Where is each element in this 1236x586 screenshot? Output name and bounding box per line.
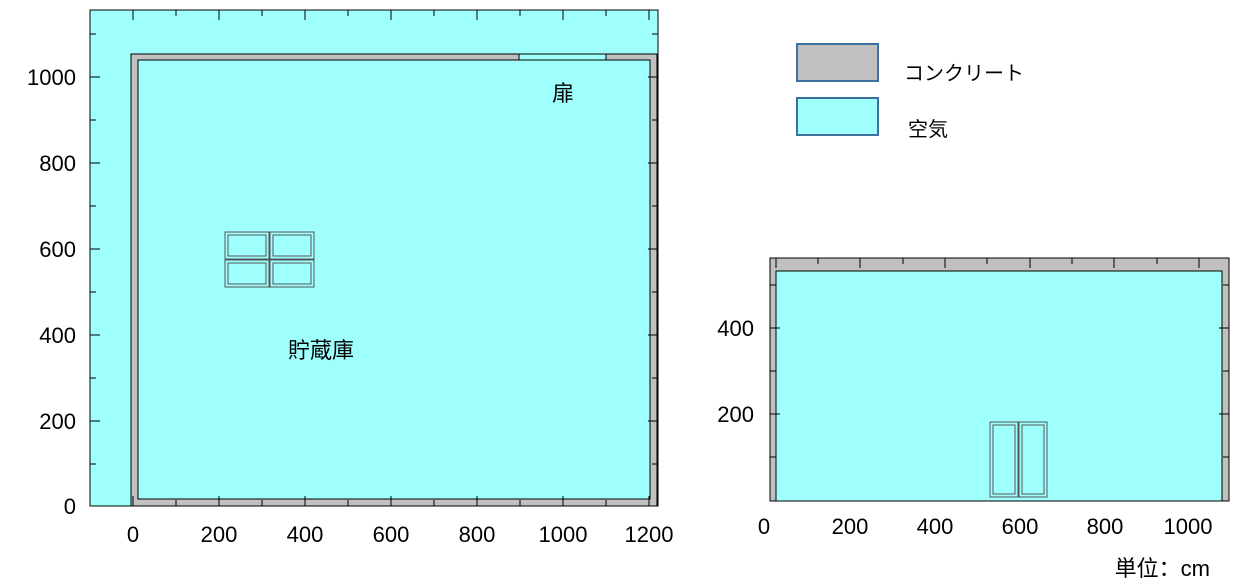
plan-x-tick-label: 400 xyxy=(287,522,324,547)
room-label: 貯蔵庫 xyxy=(288,339,354,364)
storage-box xyxy=(269,231,315,260)
storage-box-inner xyxy=(1021,424,1045,495)
plan-y-tick-label: 800 xyxy=(39,151,76,176)
plan-door-opening xyxy=(518,53,607,61)
elevation-x-tick-label: 600 xyxy=(1002,514,1039,539)
plan-storage-boxes xyxy=(224,231,315,288)
plan-x-ticks xyxy=(132,10,650,506)
plan-x-tick-label: 1000 xyxy=(539,522,588,547)
storage-box-inner xyxy=(227,262,267,285)
storage-box-inner xyxy=(272,234,312,257)
storage-box xyxy=(269,259,315,288)
legend-label-air: 空気 xyxy=(908,117,948,141)
plan-y-tick-label: 1000 xyxy=(27,65,76,90)
plan-y-ticks xyxy=(90,33,658,507)
elevation-x-tick-label: 800 xyxy=(1087,514,1124,539)
plan-y-tick-labels: 0 200 400 600 800 1000 xyxy=(27,65,76,519)
storage-box-inner xyxy=(227,234,267,257)
elevation-x-tick-label: 1000 xyxy=(1164,514,1213,539)
plan-y-tick-label: 200 xyxy=(39,409,76,434)
plan-y-tick-label: 0 xyxy=(64,494,76,519)
plan-y-tick-label: 600 xyxy=(39,237,76,262)
door-label: 扉 xyxy=(552,82,574,107)
storage-box-inner xyxy=(272,262,312,285)
elevation-x-tick-labels: 0 200 400 600 800 1000 xyxy=(758,514,1213,539)
legend-swatch-air xyxy=(796,97,879,136)
elevation-interior xyxy=(775,270,1223,502)
storage-box xyxy=(989,421,1019,498)
storage-box xyxy=(224,231,270,260)
plan-frame xyxy=(89,9,659,507)
storage-box xyxy=(224,259,270,288)
legend-swatch-concrete xyxy=(796,43,879,82)
plan-y-tick-label: 400 xyxy=(39,323,76,348)
elevation-y-tick-labels: 200 400 xyxy=(717,316,754,427)
legend: コンクリート 空気 xyxy=(796,43,1024,141)
storage-box xyxy=(1018,421,1048,498)
plan-room-interior xyxy=(137,59,651,500)
elevation-y-tick-label: 200 xyxy=(717,402,754,427)
plan-view: 貯蔵庫 扉 xyxy=(27,9,674,547)
plan-x-tick-label: 200 xyxy=(201,522,238,547)
elevation-y-tick-label: 400 xyxy=(717,316,754,341)
plan-x-tick-label: 1200 xyxy=(625,522,674,547)
elevation-x-tick-label: 200 xyxy=(832,514,869,539)
storage-box-inner xyxy=(992,424,1016,495)
plan-x-tick-labels: 0 200 400 600 800 1000 1200 xyxy=(127,522,674,547)
elevation-x-tick-label: 400 xyxy=(917,514,954,539)
elevation-x-ticks xyxy=(775,258,1200,268)
elevation-x-tick-label: 0 xyxy=(758,514,770,539)
elevation-view: 0 200 400 600 800 1000 200 400 単位：cm xyxy=(717,257,1230,581)
unit-label: 単位：cm xyxy=(1115,556,1210,581)
legend-label-concrete: コンクリート xyxy=(904,61,1024,85)
elevation-y-ticks xyxy=(770,284,1229,458)
plan-x-tick-label: 0 xyxy=(127,522,139,547)
elevation-storage-boxes xyxy=(989,421,1048,498)
plan-x-tick-label: 800 xyxy=(459,522,496,547)
plan-x-tick-label: 600 xyxy=(373,522,410,547)
